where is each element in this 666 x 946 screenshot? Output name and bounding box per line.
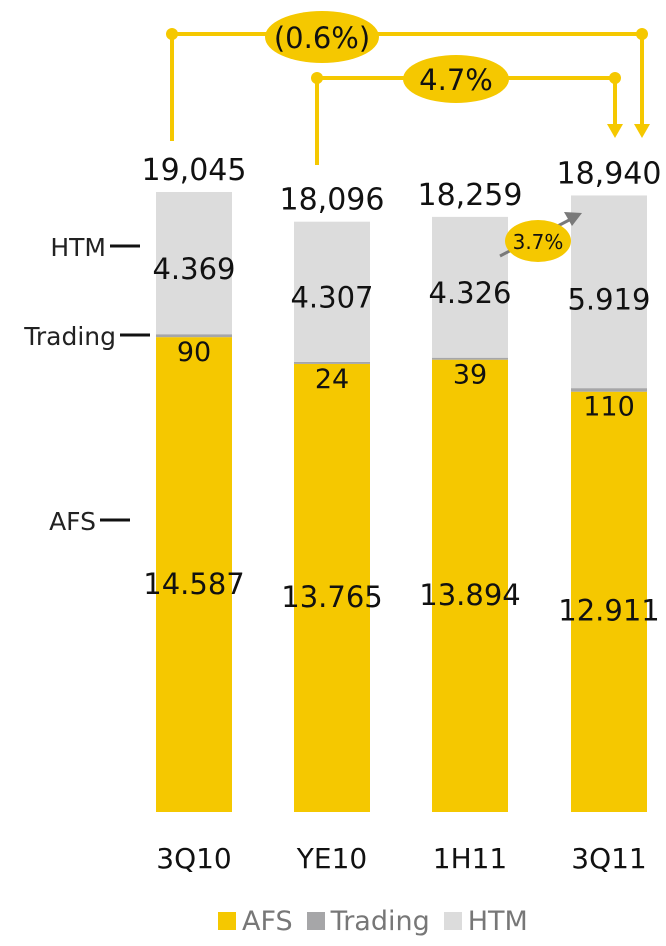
bar-htm-3q10 bbox=[156, 192, 232, 335]
total-label-ye10: 18,096 bbox=[280, 183, 385, 218]
legend-label-htm: HTM bbox=[467, 905, 528, 937]
data-label-trading-3q10: 90 bbox=[177, 337, 211, 368]
bar-htm-1h11 bbox=[432, 216, 508, 358]
side-label-htm: HTM bbox=[50, 233, 106, 262]
data-label-htm-ye10: 4.307 bbox=[290, 280, 373, 314]
data-label-afs-3q11: 12.911 bbox=[558, 593, 659, 627]
annotation-small: 3.7% bbox=[513, 230, 564, 254]
bar-htm-ye10 bbox=[294, 221, 370, 362]
bar-afs-ye10 bbox=[294, 363, 370, 812]
legend-swatch-htm bbox=[443, 912, 462, 930]
data-label-htm-3q11: 5.919 bbox=[567, 282, 650, 316]
side-label-trading: Trading bbox=[23, 322, 116, 351]
bar-trading-3q11 bbox=[571, 388, 647, 392]
annotation-oval-small bbox=[505, 220, 571, 262]
arrowhead-3q11-outer bbox=[634, 124, 650, 138]
connector-dot-ye10 bbox=[311, 72, 323, 84]
data-label-trading-1h11: 39 bbox=[453, 360, 487, 391]
annotation-inner: 4.7% bbox=[419, 63, 493, 97]
bar-trading-3q10 bbox=[156, 334, 232, 338]
bars-layer bbox=[156, 192, 647, 812]
total-label-1h11: 18,259 bbox=[418, 178, 523, 213]
data-label-trading-ye10: 24 bbox=[315, 364, 349, 395]
bar-trading-1h11 bbox=[432, 357, 508, 360]
legend-label-trading: Trading bbox=[330, 905, 430, 937]
legend: AFS Trading HTM bbox=[218, 905, 528, 937]
total-label-3q11: 18,940 bbox=[557, 156, 662, 191]
comparison-connectors bbox=[166, 28, 650, 165]
x-tick-1h11: 1H11 bbox=[433, 842, 508, 875]
legend-swatch-afs bbox=[218, 912, 236, 930]
side-label-afs: AFS bbox=[49, 507, 96, 536]
side-labels: HTM Trading AFS bbox=[23, 233, 150, 536]
x-tick-3q10: 3Q10 bbox=[156, 842, 231, 875]
connector-dot-3q10 bbox=[166, 28, 178, 40]
data-label-afs-3q10: 14.587 bbox=[143, 567, 244, 601]
data-label-afs-ye10: 13.765 bbox=[281, 580, 382, 614]
annotation-oval-outer bbox=[265, 11, 379, 63]
connector-dot-3q11-inner bbox=[609, 72, 621, 84]
total-label-3q10: 19,045 bbox=[142, 153, 247, 188]
data-label-htm-3q10: 4.369 bbox=[152, 252, 235, 286]
legend-label-afs: AFS bbox=[242, 905, 293, 937]
labels-layer: 14.587 90 4.369 19,045 3Q10 13.765 24 4.307 18,0… bbox=[142, 153, 662, 875]
bar-afs-3q11 bbox=[571, 391, 647, 812]
x-tick-ye10: YE10 bbox=[296, 842, 367, 875]
bar-trading-ye10 bbox=[294, 361, 370, 364]
legend-item-afs: AFS bbox=[218, 906, 293, 937]
bar-htm-3q11 bbox=[571, 195, 647, 389]
connector-dot-3q11-outer bbox=[636, 28, 648, 40]
bar-afs-1h11 bbox=[432, 359, 508, 812]
legend-item-trading: Trading bbox=[306, 905, 430, 937]
data-label-trading-3q11: 110 bbox=[583, 392, 635, 423]
legend-swatch-trading bbox=[306, 912, 325, 930]
data-label-afs-1h11: 13.894 bbox=[419, 578, 520, 612]
legend-item-htm: HTM bbox=[443, 905, 528, 937]
annotation-oval-inner bbox=[403, 55, 509, 103]
arrowhead-3q11-inner bbox=[607, 124, 623, 138]
data-label-htm-1h11: 4.326 bbox=[428, 276, 511, 310]
annotations-layer: (0.6%) 4.7% 3.7% bbox=[265, 11, 582, 262]
growth-arrowhead bbox=[564, 212, 582, 226]
x-tick-3q11: 3Q11 bbox=[571, 842, 646, 875]
annotation-outer: (0.6%) bbox=[274, 21, 370, 55]
bar-afs-3q10 bbox=[156, 337, 232, 812]
connector-3q10-3q11 bbox=[170, 32, 644, 141]
